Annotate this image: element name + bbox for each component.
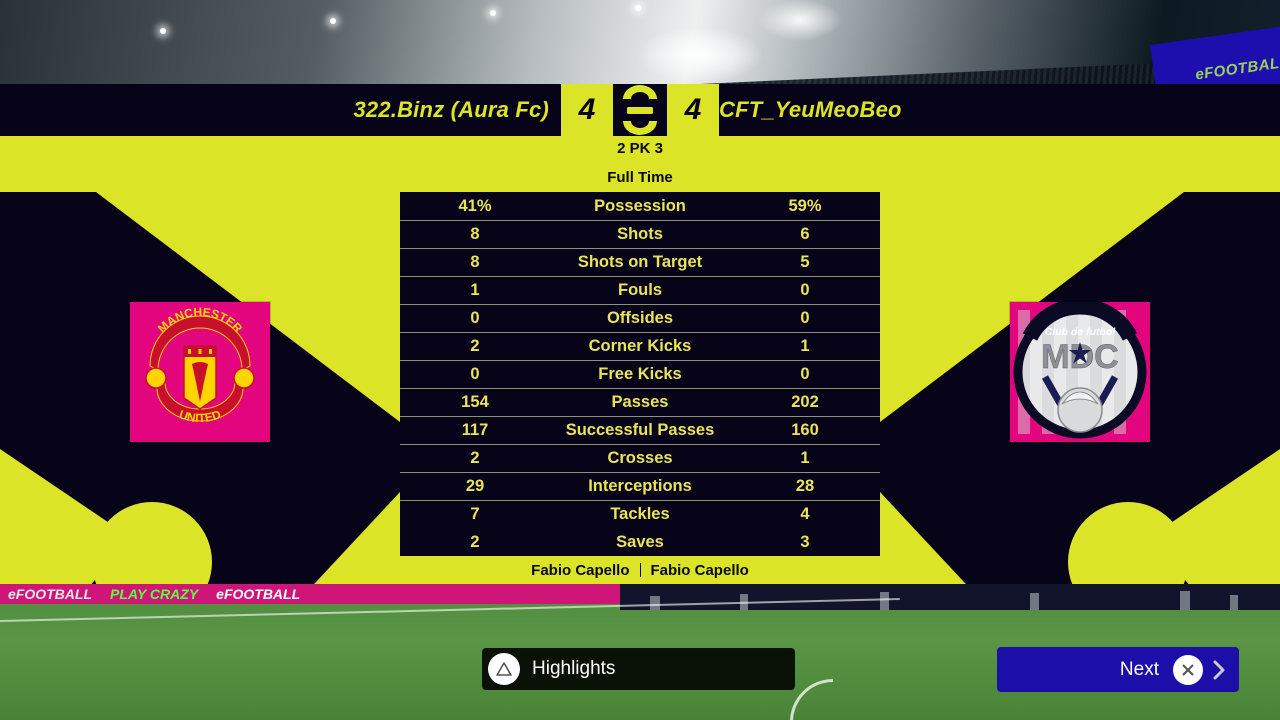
svg-text:Club de futbol: Club de futbol — [1045, 326, 1117, 338]
